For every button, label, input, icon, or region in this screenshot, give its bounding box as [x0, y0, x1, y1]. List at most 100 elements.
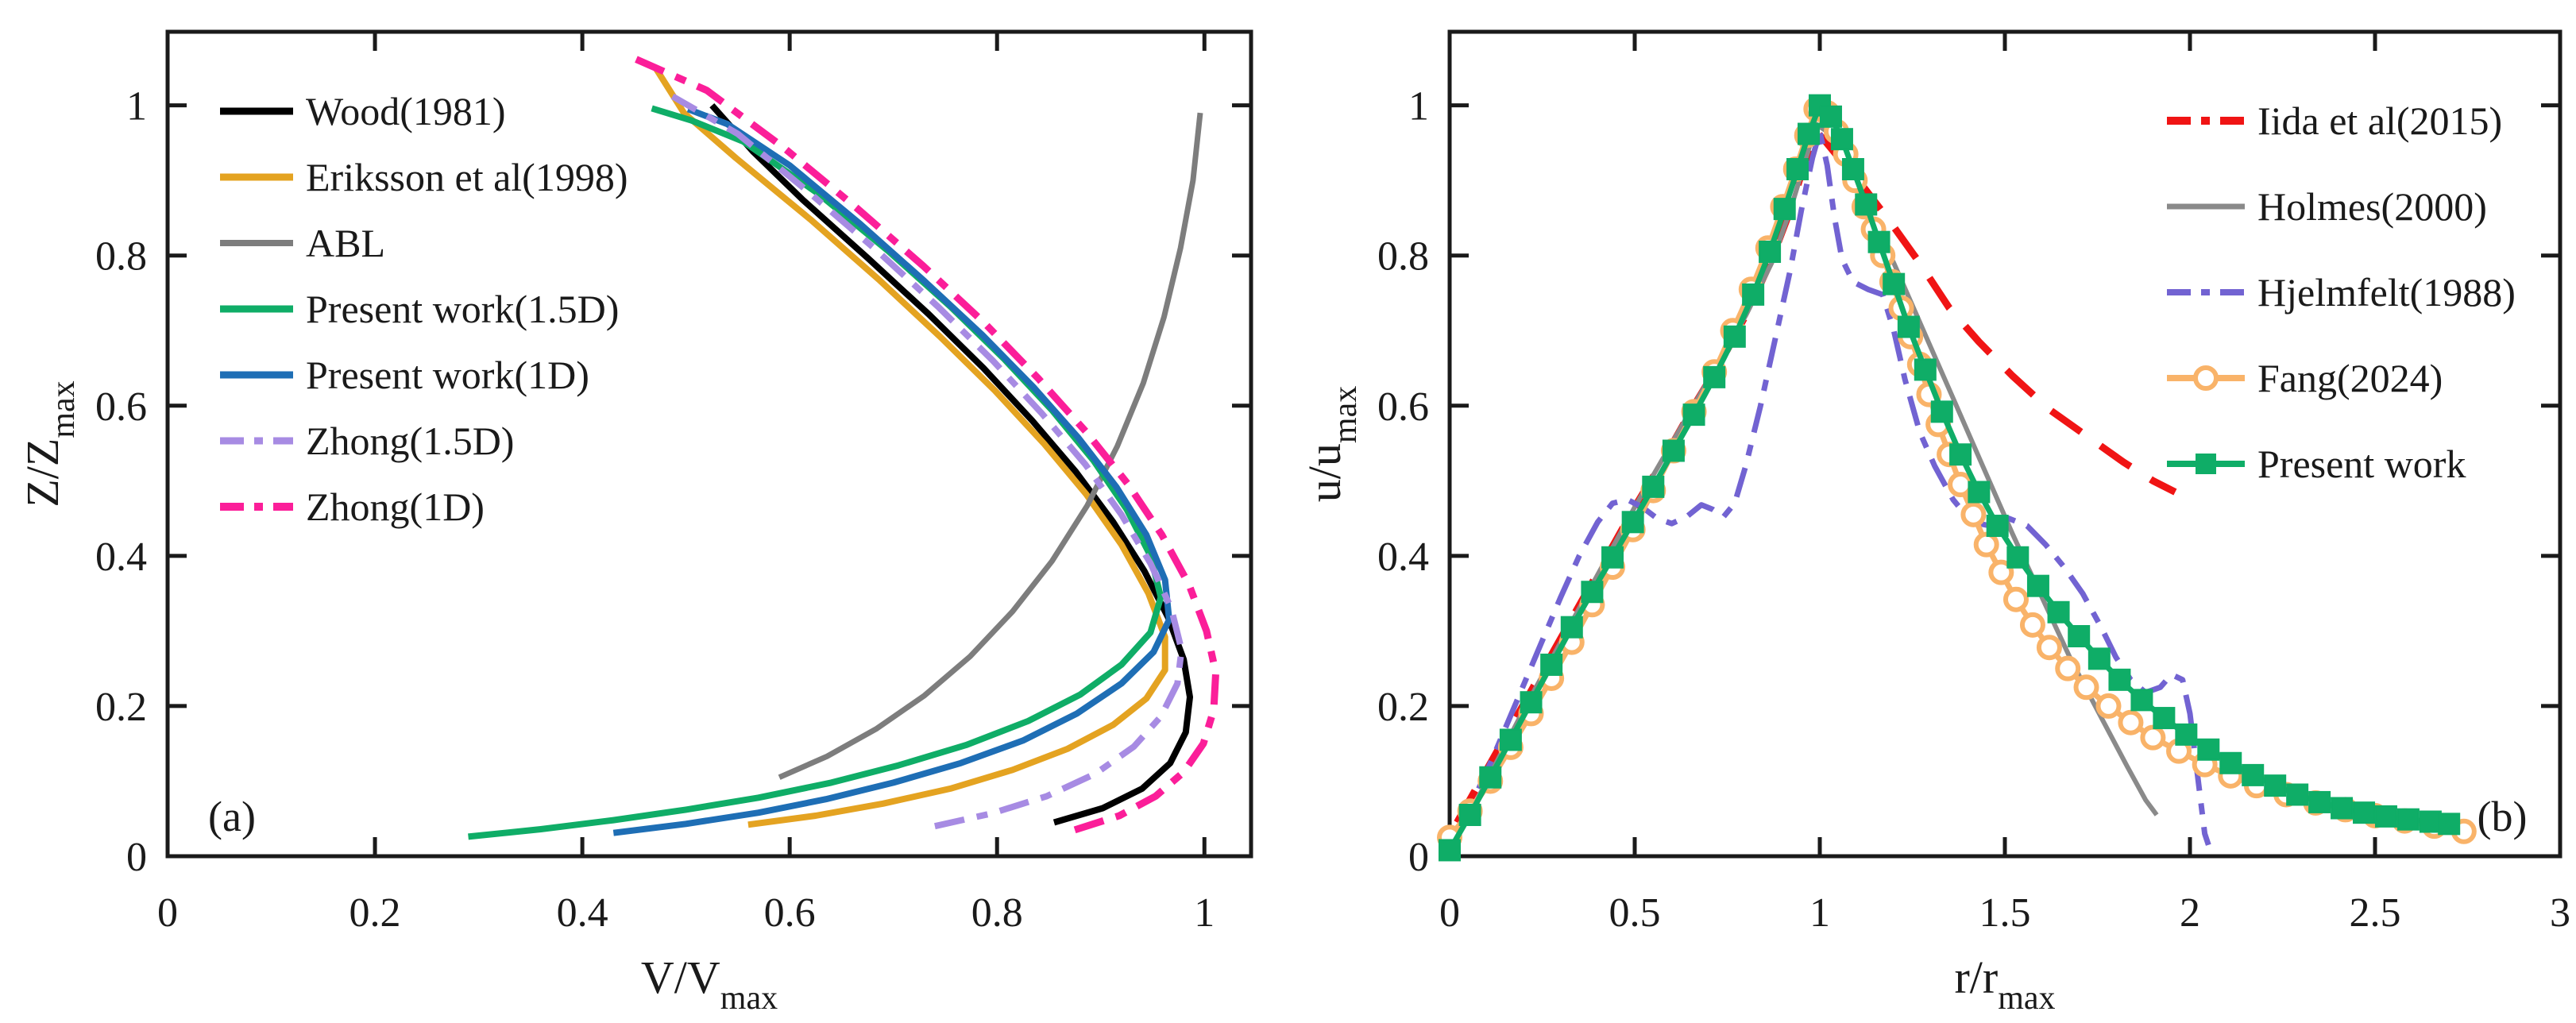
panel-a-xtick-label: 0.6	[764, 890, 816, 936]
panel-b-xtick-label: 0	[1439, 890, 1460, 936]
series-fang-2024-marker	[2055, 655, 2081, 681]
series-present-work-marker	[2026, 574, 2049, 597]
series-present-work-1-5d-line	[468, 105, 1164, 840]
panel-a-xtick-label: 1	[1194, 890, 1215, 936]
series-present-work-marker	[1479, 766, 1502, 789]
series-present-work-marker	[1986, 515, 2009, 538]
series-present-work-marker	[2130, 689, 2153, 712]
series-present-work-marker	[2419, 810, 2442, 833]
panel-b-xtick-label: 2.5	[2350, 890, 2401, 936]
series-eriksson-et-al-1998-line	[653, 67, 1168, 828]
legend-item-present-work-1d: Present work(1D)	[306, 353, 589, 397]
series-present-work-marker	[1949, 443, 1972, 466]
series-present-work-marker	[2331, 797, 2354, 820]
series-holmes-2000-line	[1447, 122, 2159, 854]
panel-b-xtick-label: 0.5	[1609, 890, 1661, 936]
series-present-work-marker	[2068, 625, 2091, 648]
panel-b-label: (b)	[2478, 793, 2528, 840]
series-present-work-marker	[2087, 647, 2111, 670]
legend-item-iida-et-al-2015: Iida et al(2015)	[2257, 98, 2502, 143]
series-present-work-marker	[1621, 511, 1644, 534]
series-present-work-marker	[1581, 581, 1604, 604]
panel-a-ytick-label: 0.8	[95, 234, 147, 280]
series-wood-1981-line	[709, 102, 1193, 826]
panel-a-ytick-label: 0	[126, 835, 147, 880]
panel-b-xtick-label: 1	[1809, 890, 1830, 936]
series-present-work-marker	[1798, 122, 1821, 145]
series-present-work-marker	[1540, 653, 1563, 676]
panel-a-frame	[165, 29, 1253, 859]
series-zhong-1-5d-line	[670, 93, 1185, 830]
series-fang-2024-marker	[2140, 724, 2166, 751]
series-present-work-marker	[2175, 723, 2198, 746]
panel-a-ytick-label: 0.4	[95, 535, 147, 580]
series-present-work-marker	[1439, 839, 1461, 862]
panel-b-ytick-label: 0.4	[1377, 535, 1429, 580]
panel-b-ytick-label: 0	[1408, 835, 1429, 880]
legend-item-wood-1981: Wood(1981)	[306, 89, 506, 133]
series-present-work-marker	[1703, 365, 1726, 388]
series-present-work-marker	[1883, 272, 1906, 295]
series-present-work-marker	[2108, 668, 2131, 691]
panel-b-ytick-label: 0.2	[1377, 685, 1429, 730]
series-fang-2024-marker	[2019, 612, 2045, 638]
legend-item-zhong-1-5d: Zhong(1.5D)	[306, 419, 514, 463]
series-fang-2024-marker	[2036, 635, 2062, 661]
series-present-work-marker	[1662, 439, 1685, 462]
series-fang-2024-marker	[1948, 472, 1974, 498]
panel-a-xaxis-label: V/Vmax	[641, 952, 778, 1017]
panel-b-xtick-label: 2	[2180, 890, 2200, 936]
series-present-work-marker	[1855, 193, 1878, 216]
panel-a-yaxis-label: Z/Zmax	[17, 380, 82, 507]
legend-marker-present-work	[2196, 454, 2216, 474]
panel-b-xtick-label: 3	[2550, 890, 2570, 936]
panel-b-xtick-label: 1.5	[1979, 890, 2031, 936]
panel-a-ytick-label: 0.6	[95, 384, 147, 430]
panel-a-xtick-label: 0	[157, 890, 178, 936]
series-present-work-marker	[1723, 325, 1746, 348]
series-present-work-marker	[2242, 763, 2265, 786]
series-present-work-marker	[2396, 808, 2420, 831]
legend-item-eriksson-et-al-1998: Eriksson et al(1998)	[306, 155, 628, 199]
series-present-work-marker	[1499, 728, 1522, 751]
series-present-work-marker	[2197, 738, 2220, 761]
series-present-work-marker	[1897, 315, 1920, 338]
panel-a-ytick-label: 0.2	[95, 685, 147, 730]
legend-item-hjelmfelt-1988: Hjelmfelt(1988)	[2257, 270, 2516, 315]
series-present-work-marker	[2308, 790, 2331, 813]
series-hjelmfelt-1988-line	[1446, 129, 2211, 851]
series-fang-2024-marker	[2095, 693, 2122, 719]
series-present-work-marker	[1759, 240, 1782, 263]
panel-a-xtick-label: 0.2	[350, 890, 401, 936]
series-present-work-marker	[1914, 358, 1937, 381]
series-present-work-marker	[2264, 774, 2287, 797]
legend-item-present-work-1-5d: Present work(1.5D)	[306, 287, 619, 331]
series-fang-2024-marker	[1973, 531, 1999, 558]
series-present-work-marker	[1968, 481, 1991, 504]
series-iida-et-al-2015-line	[1454, 128, 2177, 824]
series-present-work-marker	[1682, 403, 1705, 427]
series-present-work-marker	[1601, 546, 1624, 569]
panel-b-yaxis-label: u/umax	[1299, 386, 1364, 502]
series-present-work-marker	[1819, 105, 1842, 128]
series-present-work-marker	[1642, 475, 1665, 498]
legend-item-holmes-2000: Holmes(2000)	[2257, 184, 2487, 229]
legend-item-abl: ABL	[306, 221, 385, 265]
panel-a-xtick-label: 0.4	[557, 890, 608, 936]
series-present-work-marker	[2219, 751, 2242, 774]
series-fang-2024-marker	[2073, 674, 2099, 701]
series-fang-2024-marker	[2002, 586, 2029, 612]
series-present-work-marker	[2286, 783, 2309, 806]
series-present-work-marker	[1786, 158, 1809, 180]
series-zhong-1d-line	[628, 53, 1220, 834]
series-present-work-marker	[2374, 805, 2397, 828]
series-fang-2024-marker	[1960, 501, 1987, 527]
series-present-work-marker	[2006, 546, 2030, 569]
series-present-work-marker	[1830, 128, 1853, 151]
series-fang-2024-marker	[2118, 709, 2144, 735]
series-present-work-marker	[2153, 707, 2176, 730]
series-present-work-marker	[1458, 804, 1481, 827]
series-present-work-marker	[2047, 600, 2070, 623]
panel-b-ytick-label: 0.8	[1377, 234, 1429, 280]
